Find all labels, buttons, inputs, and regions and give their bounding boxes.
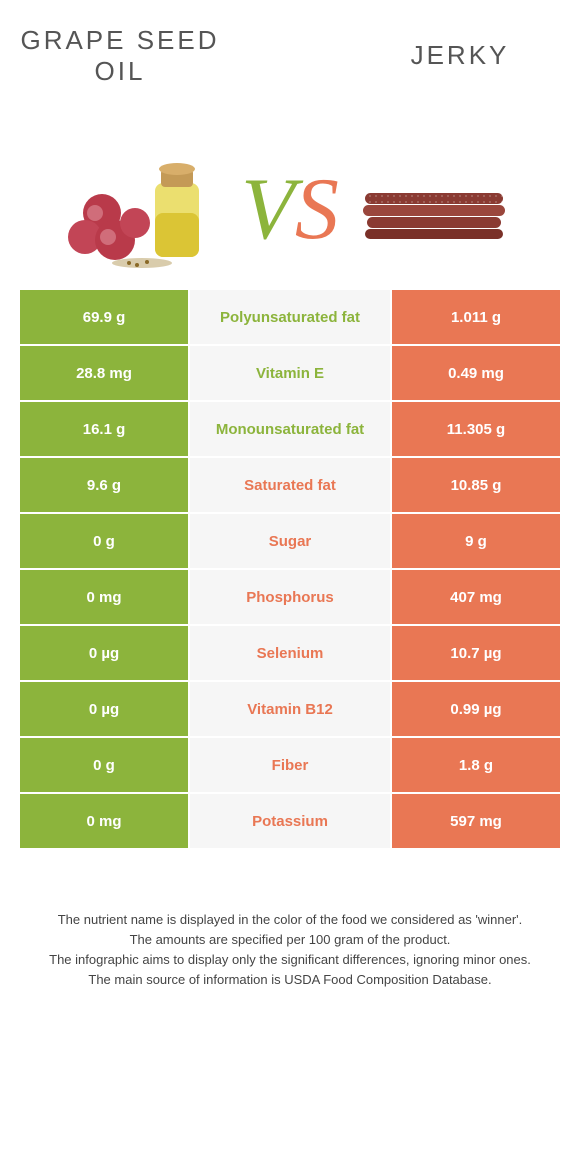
table-row: 0 µgSelenium10.7 µg <box>20 626 560 682</box>
vs-v: V <box>241 161 295 258</box>
value-left: 0 mg <box>20 570 190 624</box>
value-right: 11.305 g <box>390 402 560 456</box>
table-row: 69.9 gPolyunsaturated fat1.011 g <box>20 290 560 346</box>
nutrient-label: Vitamin E <box>190 346 390 400</box>
table-row: 0 mgPotassium597 mg <box>20 794 560 850</box>
table-row: 0 µgVitamin B120.99 µg <box>20 682 560 738</box>
header: GRAPE SEED OIL JERKY <box>0 0 580 130</box>
footer-line-1: The nutrient name is displayed in the co… <box>30 910 550 930</box>
value-left: 0 g <box>20 514 190 568</box>
title-left: GRAPE SEED OIL <box>0 25 240 87</box>
value-left: 0 µg <box>20 682 190 736</box>
nutrient-label: Selenium <box>190 626 390 680</box>
footer-notes: The nutrient name is displayed in the co… <box>30 910 550 991</box>
value-left: 28.8 mg <box>20 346 190 400</box>
table-row: 16.1 gMonounsaturated fat11.305 g <box>20 402 560 458</box>
vs-s: S <box>295 161 339 258</box>
nutrient-label: Phosphorus <box>190 570 390 624</box>
value-right: 0.49 mg <box>390 346 560 400</box>
footer-line-2: The amounts are specified per 100 gram o… <box>30 930 550 950</box>
nutrient-label: Polyunsaturated fat <box>190 290 390 344</box>
nutrient-label: Sugar <box>190 514 390 568</box>
nutrient-label: Potassium <box>190 794 390 848</box>
value-left: 9.6 g <box>20 458 190 512</box>
value-right: 1.8 g <box>390 738 560 792</box>
nutrient-label: Saturated fat <box>190 458 390 512</box>
value-left: 69.9 g <box>20 290 190 344</box>
table-row: 0 mgPhosphorus407 mg <box>20 570 560 626</box>
table-row: 0 gSugar9 g <box>20 514 560 570</box>
value-right: 0.99 µg <box>390 682 560 736</box>
table-row: 28.8 mgVitamin E0.49 mg <box>20 346 560 402</box>
nutrient-label: Fiber <box>190 738 390 792</box>
nutrient-label: Monounsaturated fat <box>190 402 390 456</box>
title-right: JERKY <box>340 40 580 71</box>
comparison-table: 69.9 gPolyunsaturated fat1.011 g28.8 mgV… <box>20 290 560 850</box>
vs-label: VS <box>237 166 343 254</box>
footer-line-4: The main source of information is USDA F… <box>30 970 550 990</box>
value-right: 407 mg <box>390 570 560 624</box>
grape-seed-oil-image <box>57 145 237 275</box>
value-right: 1.011 g <box>390 290 560 344</box>
value-right: 9 g <box>390 514 560 568</box>
nutrient-label: Vitamin B12 <box>190 682 390 736</box>
value-left: 0 g <box>20 738 190 792</box>
jerky-image <box>343 145 523 275</box>
table-row: 0 gFiber1.8 g <box>20 738 560 794</box>
value-right: 597 mg <box>390 794 560 848</box>
table-row: 9.6 gSaturated fat10.85 g <box>20 458 560 514</box>
footer-line-3: The infographic aims to display only the… <box>30 950 550 970</box>
value-left: 16.1 g <box>20 402 190 456</box>
image-row: VS <box>0 130 580 290</box>
value-left: 0 µg <box>20 626 190 680</box>
value-right: 10.7 µg <box>390 626 560 680</box>
value-left: 0 mg <box>20 794 190 848</box>
value-right: 10.85 g <box>390 458 560 512</box>
